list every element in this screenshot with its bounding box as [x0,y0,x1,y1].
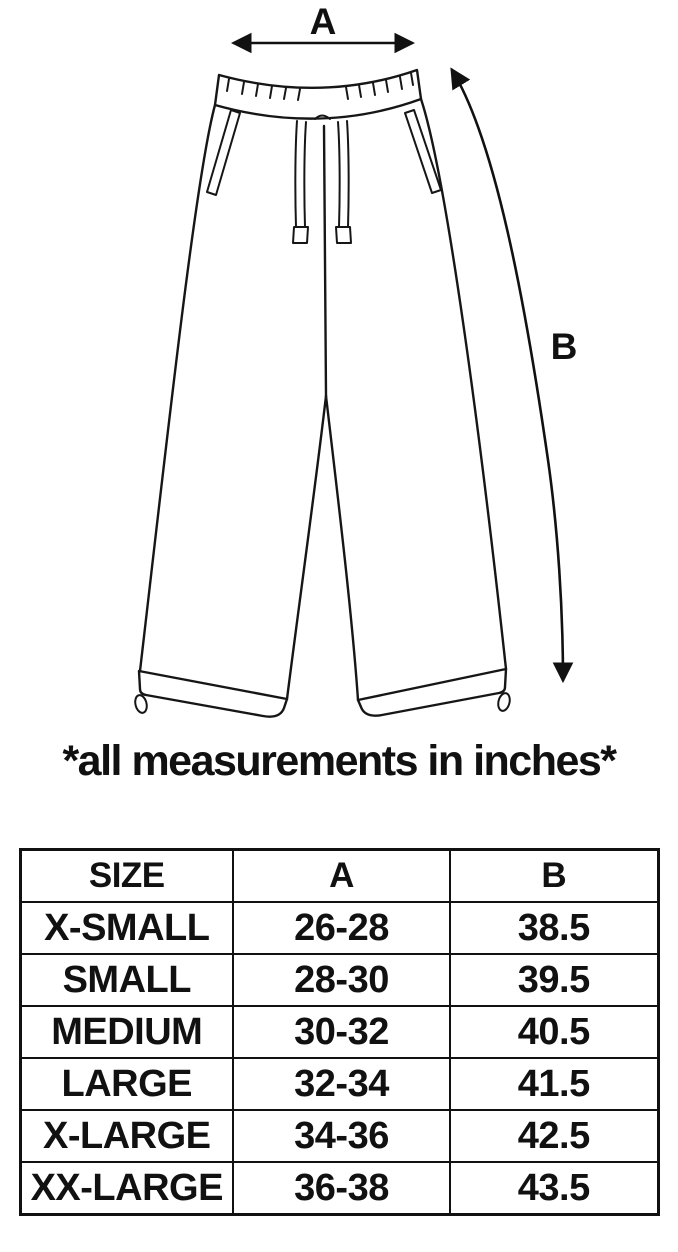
drawstring-right-aglet [335,226,352,244]
table-row: X-LARGE 34-36 42.5 [19,1109,659,1163]
table-row: XX-LARGE 36-38 43.5 [19,1161,659,1216]
left-side-seam [138,103,217,673]
cell-a: 26-28 [232,901,451,955]
cell-b: 43.5 [449,1161,659,1216]
drawstring-knot [314,114,331,120]
size-table: SIZE A B X-SMALL 26-28 38.5 SMALL 28-30 39.5 MED… [18,848,660,1216]
left-hem-band [137,669,289,718]
size-cell: X-SMALL [19,901,234,955]
waistband-stitch-ticks [226,72,414,101]
cell-b: 39.5 [449,953,659,1007]
cell-b: 42.5 [449,1109,659,1163]
drawstring-right [335,120,352,244]
cell-b: 38.5 [449,901,659,955]
size-cell: XX-LARGE [19,1161,234,1216]
left-inseam [285,394,328,701]
size-table-body: X-SMALL 26-28 38.5 SMALL 28-30 39.5 MEDIUM 30-3… [19,901,659,1216]
cell-a: 36-38 [232,1161,451,1216]
table-row: LARGE 32-34 41.5 [19,1057,659,1111]
pocket-right-welt [404,109,442,194]
table-row: X-SMALL 26-28 38.5 [19,901,659,955]
cell-a: 30-32 [232,1005,451,1059]
waistband [213,68,423,120]
table-row: MEDIUM 30-32 40.5 [19,1005,659,1059]
size-cell: LARGE [19,1057,234,1111]
right-hem-band [356,667,508,717]
units-note: *all measurements in inches* [62,737,617,785]
left-hem-loop [134,694,148,714]
drawstring-left-aglet [292,226,309,244]
measurement-label-a: A [310,1,337,42]
right-inseam [324,394,360,702]
right-side-seam [419,97,508,671]
center-front-seam [322,124,328,398]
size-cell: X-LARGE [19,1109,234,1163]
length-arrow [450,67,574,684]
pocket-left-welt [206,109,241,196]
measurement-label-b: B [551,326,578,367]
size-cell: SMALL [19,953,234,1007]
drawstring-left [292,120,309,244]
pants-measurement-diagram: A B [134,1,578,718]
cell-b: 41.5 [449,1057,659,1111]
cell-a: 34-36 [232,1109,451,1163]
cell-a: 28-30 [232,953,451,1007]
cell-a: 32-34 [232,1057,451,1111]
column-header-size: SIZE [19,848,234,903]
table-row: SMALL 28-30 39.5 [19,953,659,1007]
size-table-header-row: SIZE A B [19,848,659,903]
pants-drawing [134,68,511,718]
column-header-a: A [232,848,451,903]
size-cell: MEDIUM [19,1005,234,1059]
cell-b: 40.5 [449,1005,659,1059]
column-header-b: B [449,848,659,903]
right-hem-loop [497,692,511,712]
